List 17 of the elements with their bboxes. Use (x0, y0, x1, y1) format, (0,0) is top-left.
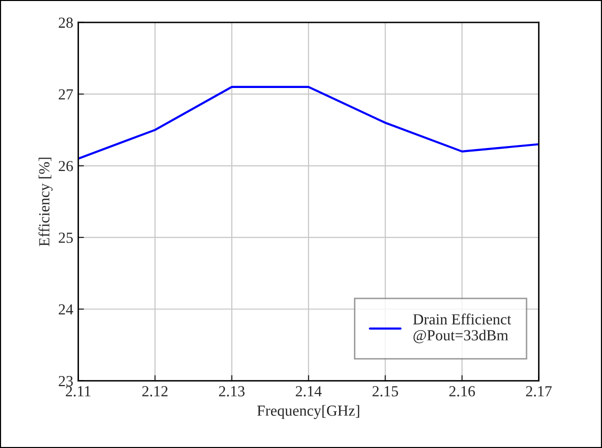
y-tick-label: 26 (58, 160, 73, 172)
x-tick-label: 2.14 (296, 386, 322, 396)
y-tick-label: 25 (58, 232, 73, 243)
y-tick-label: 23 (58, 376, 73, 386)
legend-label: Drain Efficienct @Pout=33dBm (413, 314, 512, 344)
y-tick-label: 27 (58, 89, 73, 100)
x-tick-label: 2.16 (449, 386, 475, 396)
x-tick-label: 2.12 (142, 386, 168, 396)
line-series (78, 86, 539, 160)
x-tick-label: 2.15 (372, 386, 398, 396)
x-tick-label: 2.13 (219, 386, 245, 396)
y-tick-label: 24 (58, 304, 74, 314)
y-axis-title: Efficiency [%] (38, 158, 53, 246)
x-tick-label: 2.11 (66, 386, 90, 396)
x-axis-title: Frequency[GHz] (257, 405, 360, 419)
x-tick-label: 2.17 (526, 386, 552, 396)
y-tick-label: 28 (58, 18, 73, 28)
